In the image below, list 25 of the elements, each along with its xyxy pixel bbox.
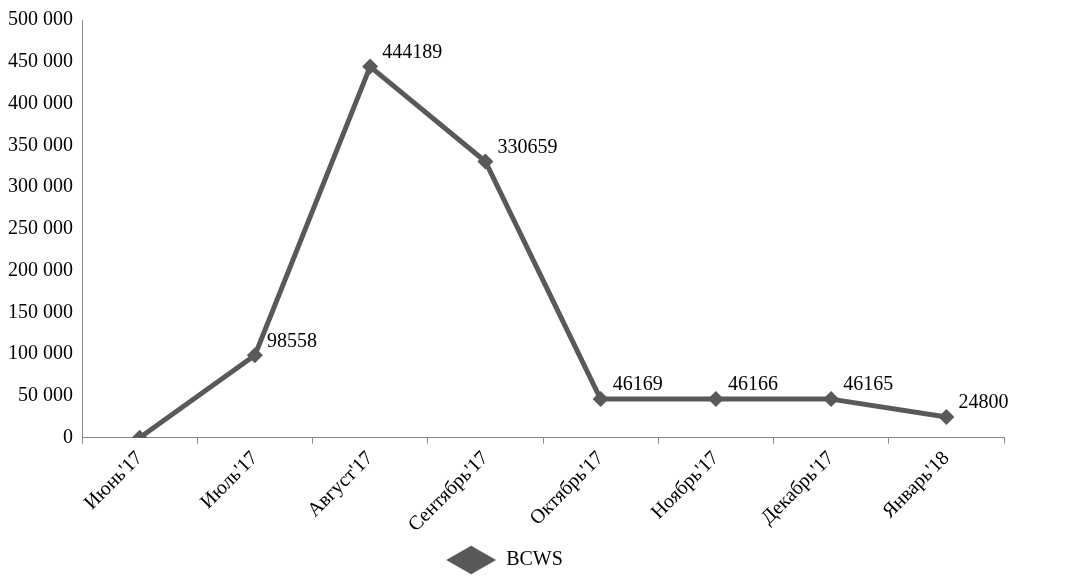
point — [592, 391, 609, 408]
y-tick-label: 500 000 — [8, 7, 73, 30]
data-label: 98558 — [266, 328, 317, 351]
y-tick-label: 150 000 — [8, 299, 73, 322]
data-label: 444189 — [382, 39, 443, 62]
y-tick-label: 300 000 — [8, 174, 73, 197]
point — [938, 408, 955, 425]
y-tick-label: 350 000 — [8, 132, 73, 155]
legend-label: BCWS — [506, 547, 563, 570]
point — [246, 347, 263, 364]
data-label: 46165 — [843, 372, 894, 395]
y-tick-label: 400 000 — [8, 90, 73, 113]
point — [477, 153, 494, 170]
y-tick-label: 250 000 — [8, 216, 73, 239]
y-tick-label: 450 000 — [8, 49, 73, 72]
data-label: 46166 — [727, 372, 778, 395]
point — [823, 391, 840, 408]
data-label: 46169 — [612, 372, 663, 395]
data-label: 24800 — [958, 390, 1009, 413]
y-tick-label: 0 — [63, 424, 73, 447]
y-tick-label: 200 000 — [8, 257, 73, 280]
point — [362, 58, 379, 75]
y-tick-label: 50 000 — [18, 383, 73, 406]
data-label: 330659 — [497, 134, 558, 157]
y-tick-label: 100 000 — [8, 341, 73, 364]
